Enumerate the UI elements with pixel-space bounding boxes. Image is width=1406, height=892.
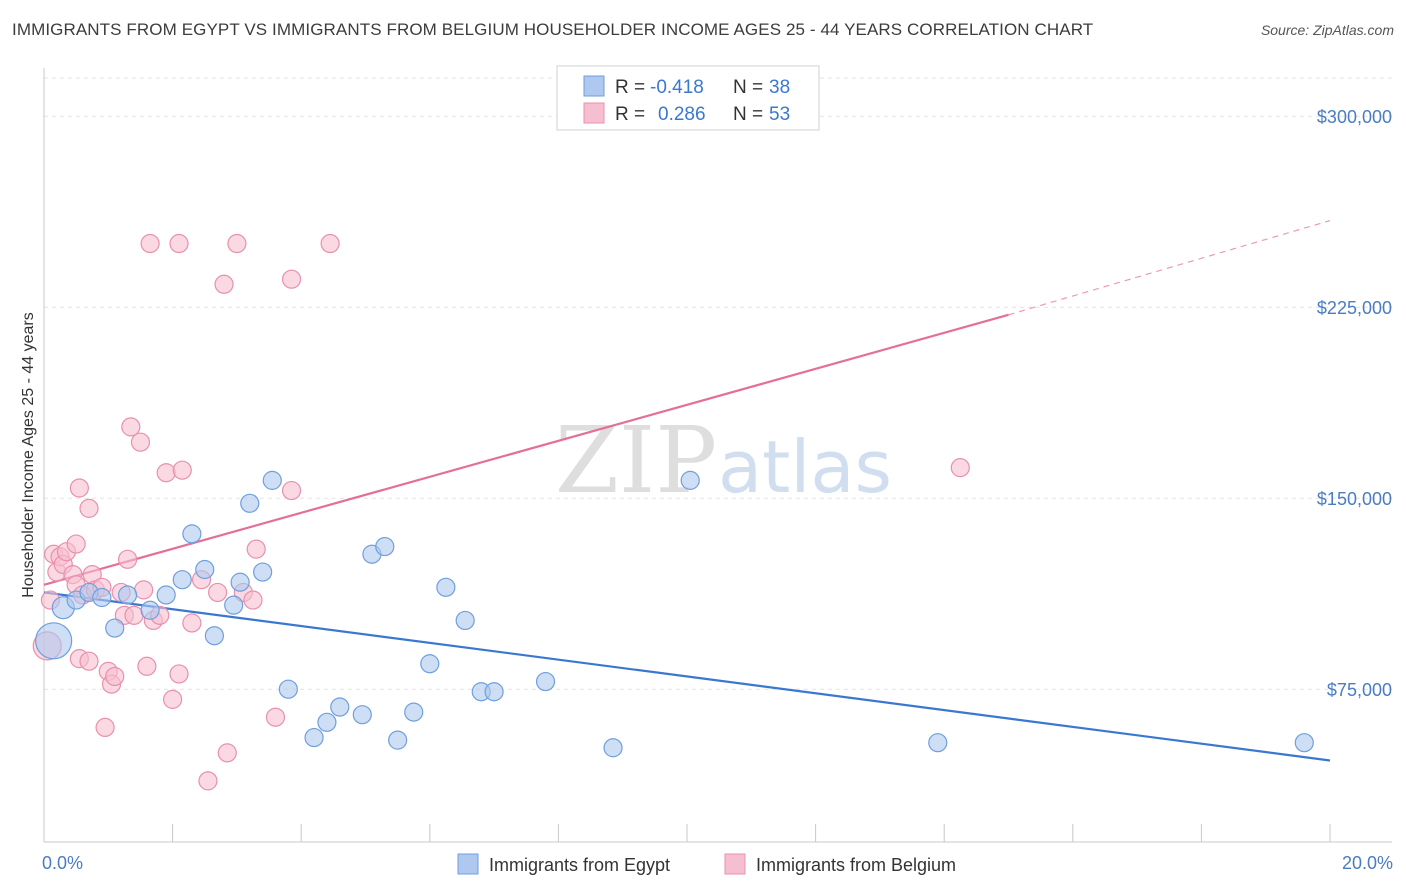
y-tick-label: $300,000 (1317, 107, 1392, 127)
egypt-point (278, 679, 298, 699)
correlation-legend: R = -0.418 N = 38 R = 0.286 N = 53 (556, 65, 820, 131)
belgium-point (246, 539, 266, 559)
source-credit: Source: ZipAtlas.com (1260, 22, 1394, 38)
belgium-point (121, 417, 141, 437)
egypt-point (304, 727, 324, 748)
watermark-atlas: atlas (718, 425, 892, 509)
egypt-point (388, 730, 408, 750)
belgium-point (156, 463, 176, 483)
egypt-point (455, 610, 475, 631)
belgium-point (79, 498, 99, 518)
egypt-point (680, 470, 700, 490)
chart-title: IMMIGRANTS FROM EGYPT VS IMMIGRANTS FROM… (12, 20, 1094, 39)
egypt-point (404, 702, 424, 722)
trend-lines (43, 220, 1331, 762)
y-tick-label: $225,000 (1317, 298, 1392, 318)
egypt-point (240, 493, 260, 513)
egypt-point (140, 600, 160, 620)
belgium-point (163, 689, 183, 709)
egypt-point (172, 570, 192, 590)
belgium-point (320, 233, 340, 254)
egypt-point (352, 705, 372, 725)
egypt-point (420, 654, 440, 674)
egypt-point (535, 671, 556, 692)
belgium-point (79, 651, 99, 671)
belgium-point (182, 613, 202, 633)
series-legend-swatch-belgium (724, 853, 746, 875)
egypt-point (436, 577, 456, 597)
axes (43, 68, 1392, 843)
legend-swatch-egypt (583, 75, 605, 97)
egypt-point (1294, 733, 1314, 753)
belgium-point (69, 478, 89, 498)
legend-n-value-belgium: 53 (769, 104, 790, 125)
egypt-point (230, 572, 250, 592)
trend-line-belgium (43, 313, 1009, 586)
belgium-point (140, 233, 160, 254)
egypt-point (35, 622, 73, 660)
egypt-point (375, 536, 395, 557)
belgium-point (243, 590, 263, 610)
egypt-point (330, 697, 350, 717)
belgium-point (172, 460, 192, 480)
series-legend-swatch-egypt (457, 853, 479, 875)
belgium-point (134, 580, 154, 600)
egypt-point (262, 470, 282, 490)
legend-r-label-belgium: R = (615, 104, 645, 125)
belgium-point (208, 582, 228, 603)
egypt-point (484, 682, 504, 702)
egypt-point (92, 587, 112, 608)
egypt-point (317, 712, 337, 732)
belgium-point (265, 707, 286, 727)
series-legend: Immigrants from Egypt Immigrants from Be… (457, 853, 956, 875)
egypt-point (182, 524, 202, 544)
belgium-point (198, 771, 218, 791)
belgium-point (124, 605, 144, 625)
egypt-point (156, 585, 176, 605)
x-tick-label: 0.0% (42, 853, 83, 873)
belgium-point (137, 656, 157, 676)
series-legend-label-belgium: Immigrants from Belgium (756, 855, 956, 875)
belgium-point (227, 233, 247, 254)
legend-r-label-egypt: R = (615, 77, 645, 98)
belgium-point (130, 432, 151, 452)
egypt-points (35, 470, 1314, 758)
belgium-point (281, 269, 302, 289)
belgium-point (281, 480, 302, 501)
egypt-point (204, 626, 224, 646)
egypt-point (603, 738, 623, 758)
x-tick-label: 20.0% (1342, 853, 1393, 873)
legend-swatch-belgium (583, 102, 605, 124)
y-axis-title: Householder Income Ages 25 - 44 years (20, 312, 37, 598)
trend-line-egypt (43, 591, 1331, 762)
egypt-point (195, 559, 215, 580)
belgium-point (214, 274, 234, 294)
tick-labels: $75,000 $150,000 $225,000 $300,000 0.0% 20.0% (42, 107, 1393, 873)
egypt-point (253, 562, 273, 582)
series-legend-label-egypt: Immigrants from Egypt (489, 855, 670, 875)
y-tick-label: $150,000 (1317, 489, 1392, 509)
legend-r-value-egypt: -0.418 (650, 77, 704, 98)
belgium-point (66, 534, 86, 554)
legend-n-value-egypt: 38 (769, 77, 790, 98)
belgium-points (32, 233, 970, 791)
watermark-zip: ZIP (555, 407, 717, 514)
legend-n-label-egypt: N = (733, 77, 763, 98)
y-tick-label: $75,000 (1327, 680, 1392, 700)
belgium-point (950, 458, 970, 478)
belgium-point (217, 743, 237, 763)
belgium-point (169, 233, 189, 254)
trend-line-belgium-extension (1008, 220, 1331, 316)
legend-r-value-belgium: 0.286 (658, 104, 706, 125)
egypt-point (117, 585, 138, 605)
belgium-point (95, 717, 115, 738)
egypt-point (105, 618, 125, 638)
egypt-point (224, 595, 244, 615)
belgium-point (117, 549, 138, 569)
belgium-point (105, 666, 125, 687)
legend-n-label-belgium: N = (733, 104, 763, 125)
belgium-point (169, 664, 189, 684)
egypt-point (928, 733, 948, 753)
